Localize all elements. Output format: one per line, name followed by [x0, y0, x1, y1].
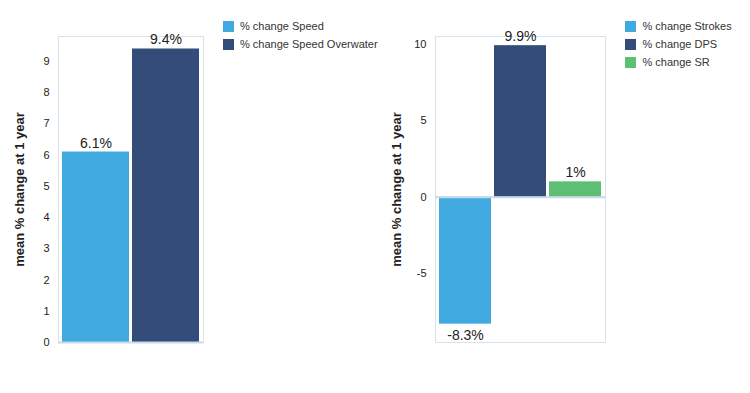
svg-text:6.1%: 6.1%: [80, 135, 112, 151]
svg-text:7: 7: [43, 117, 49, 129]
svg-text:-5: -5: [417, 267, 427, 279]
html-text:% change Speed: % change Speed: [240, 20, 324, 32]
svg-text:mean % change at 1 year: mean % change at 1 year: [389, 112, 404, 267]
html-text:% change Strokes: % change Strokes: [642, 20, 732, 32]
html-text:% change Speed Overwater: % change Speed Overwater: [240, 38, 378, 50]
svg-text:3: 3: [43, 242, 49, 254]
html-text:% change DPS: % change DPS: [642, 38, 718, 50]
svg-text:-8.3%: -8.3%: [448, 327, 485, 343]
svg-text:mean % change at 1 year: mean % change at 1 year: [12, 112, 27, 267]
svg-text:9.9%: 9.9%: [505, 28, 537, 44]
svg-text:9.4%: 9.4%: [150, 31, 182, 47]
svg-text:5: 5: [43, 180, 49, 192]
svg-text:0: 0: [421, 191, 427, 203]
svg-text:8: 8: [43, 86, 49, 98]
svg-text:1%: 1%: [566, 164, 586, 180]
svg-text:0: 0: [43, 336, 49, 348]
html-text:% change SR: % change SR: [642, 56, 710, 68]
svg-text:6: 6: [43, 149, 49, 161]
svg-text:10: 10: [415, 38, 427, 50]
svg-text:1: 1: [43, 305, 49, 317]
svg-text:4: 4: [43, 211, 49, 223]
svg-text:9: 9: [43, 55, 49, 67]
svg-text:5: 5: [421, 114, 427, 126]
svg-text:2: 2: [43, 274, 49, 286]
